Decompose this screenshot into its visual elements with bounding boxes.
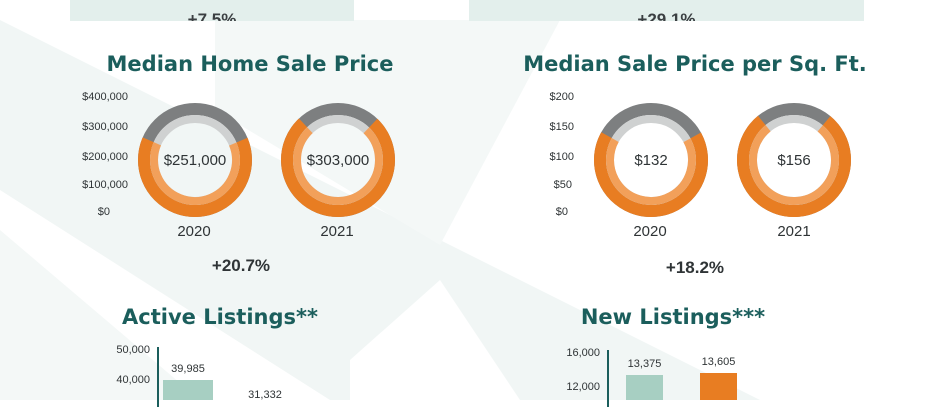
year-label-2020: 2020	[633, 223, 667, 240]
year-label-2020: 2020	[177, 223, 211, 240]
donut-outer-ring-value-arc	[594, 103, 708, 217]
bar	[163, 380, 213, 400]
donut-value-label: $303,000	[306, 151, 370, 169]
donut-value-label: $156	[777, 151, 811, 169]
donut-inner-ring-value-arc	[150, 115, 240, 205]
top-left-change: +7.5%	[187, 10, 237, 21]
bg-chevron-shape	[350, 280, 520, 400]
y-tick-label: $300,000	[82, 121, 128, 133]
donut-chart	[138, 103, 252, 217]
bar	[700, 373, 737, 400]
donut-inner-ring-value-arc	[606, 115, 696, 205]
top-left-summary-band: +7.5%	[70, 0, 354, 21]
y-tick-label: $100,000	[82, 179, 128, 191]
active-listings-title: Active Listings**	[122, 305, 318, 329]
y-tick-label: 40,000	[116, 374, 150, 386]
new-listings-title: New Listings***	[580, 305, 766, 329]
bar-value-label: 39,985	[171, 363, 205, 376]
y-axis-line	[157, 347, 159, 407]
donut-outer-ring-value-arc	[281, 103, 395, 217]
y-tick-label: 50,000	[116, 344, 150, 356]
y-tick-label: $0	[97, 206, 110, 218]
y-axis-line	[607, 350, 609, 407]
y-tick-label: $400,000	[82, 91, 128, 103]
bar-value-label: 13,375	[627, 358, 662, 371]
donut-chart	[737, 103, 851, 217]
y-tick-label: $200,000	[82, 151, 128, 163]
donut-inner-ring-value-arc	[749, 115, 839, 205]
donut-outer-ring-value-arc	[138, 103, 252, 217]
median-price-title: Median Home Sale Price	[106, 52, 394, 76]
donut-2021-sqft: $156	[736, 102, 852, 218]
y-tick-label: $100	[549, 151, 574, 163]
price-per-sqft-title: Median Sale Price per Sq. Ft.	[523, 52, 867, 76]
bar-value-label: 13,605	[701, 356, 736, 369]
top-right-change: +29.1%	[637, 10, 696, 21]
donut-2020-price: $251,000	[137, 102, 253, 218]
bar	[626, 375, 663, 400]
top-right-summary-band: +29.1%	[469, 0, 864, 21]
y-tick-label: $150	[549, 121, 574, 133]
y-tick-label: 16,000	[566, 347, 600, 359]
bg-chevron-shape	[0, 230, 200, 400]
donut-value-label: $132	[634, 151, 668, 169]
y-tick-label: $0	[555, 206, 568, 218]
sqft-change-label: +18.2%	[665, 258, 725, 277]
y-tick-label: 12,000	[566, 381, 600, 393]
donut-chart	[594, 103, 708, 217]
bar-value-label: 31,332	[248, 389, 282, 401]
year-label-2021: 2021	[777, 223, 811, 240]
price-change-label: +20.7%	[211, 256, 271, 275]
year-label-2021: 2021	[320, 223, 354, 240]
donut-chart	[281, 103, 395, 217]
donut-2020-sqft: $132	[593, 102, 709, 218]
y-tick-label: $200	[549, 91, 574, 103]
y-tick-label: $50	[553, 179, 572, 191]
donut-value-label: $251,000	[163, 151, 227, 169]
donut-2021-price: $303,000	[280, 102, 396, 218]
